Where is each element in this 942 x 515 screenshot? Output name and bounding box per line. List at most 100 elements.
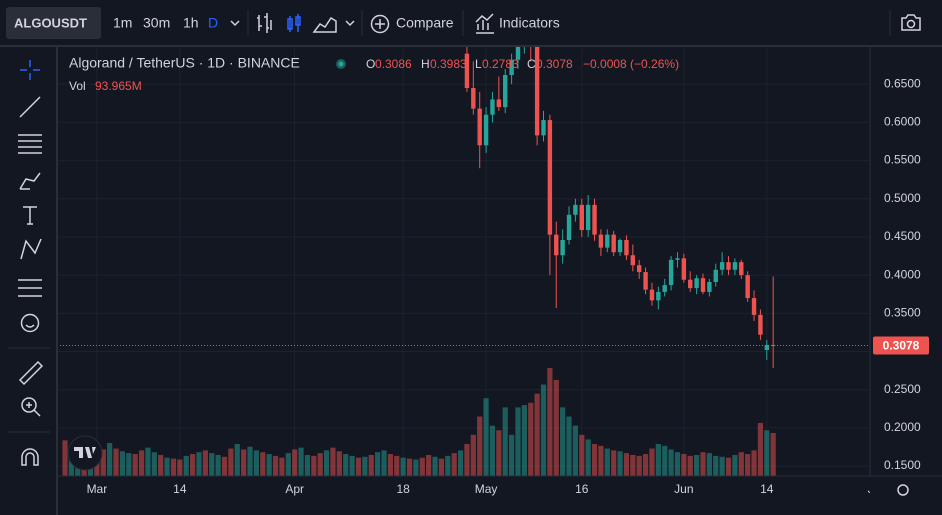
fib-tool[interactable] [18,134,42,154]
legend-open: 0.3086 [375,57,412,71]
volume-bar [719,456,725,476]
candle-body [637,265,642,273]
volume-bar [196,452,202,476]
volume-bar [598,445,604,476]
volume-bar [285,453,291,476]
compare-icon[interactable] [370,14,390,34]
interval[interactable]: 1m [113,15,132,31]
volume-bar [470,434,476,476]
volume-bar [745,454,751,476]
volume-bar [630,454,636,476]
volume-bar [170,458,177,476]
volume-bar [100,449,106,476]
volume-bar [158,454,164,476]
chevron[interactable] [230,20,240,27]
trendline-tool[interactable] [19,96,41,118]
candle-body [560,239,565,256]
candle-body [554,234,559,256]
zoom-tool[interactable] [21,397,37,413]
compare-button[interactable]: Compare [396,15,454,31]
brush-tool[interactable] [19,172,41,190]
volume-bar [368,454,374,476]
candle-body [624,239,629,256]
volume-bar [464,443,470,476]
volume-bar [355,457,362,476]
candle-body [630,255,636,266]
symbol[interactable]: ALGOUSDT [14,15,87,30]
y-tick-label: 0.5000 [884,191,921,205]
chevron[interactable] [345,20,355,27]
legend-low: 0.2783 [482,57,519,71]
area-icon[interactable] [312,16,337,33]
compare-icon-plus[interactable] [375,19,385,29]
y-tick-label: 0.4000 [884,267,921,281]
top-toolbar [0,0,942,46]
x-tick-label: May [475,482,498,496]
volume-bar [126,453,132,476]
volume-bar [515,407,521,476]
candle-body [719,262,725,270]
volume-bar [489,425,496,476]
volume-bar [209,453,215,476]
camera-lens [906,19,916,29]
volume-bar [406,458,413,476]
candle-body [700,278,706,292]
text-tool[interactable] [23,206,37,225]
indicators-button[interactable]: Indicators [499,15,560,31]
candles-icon[interactable] [287,14,301,32]
time-axis: Mar 14 Apr 18 May 16 Jun 14 Jul [87,482,870,496]
candle-body [707,282,712,292]
magnet-tool[interactable] [21,448,39,466]
interval-active[interactable]: D [208,15,218,31]
volume-legend-name: Vol [69,79,86,93]
interval[interactable]: 1h [183,15,199,31]
volume-bar [426,454,432,476]
legend-close: 0.3078 [536,57,573,71]
x-tick-label: 18 [396,482,410,496]
volume-bar [349,455,355,476]
volume-bar [317,453,323,476]
volume-bar [738,452,744,476]
volume-bar [642,454,649,476]
volume-bar [119,451,126,476]
candle-body [592,204,597,235]
icon-tool[interactable] [20,313,40,333]
interval[interactable]: 30m [143,15,170,31]
x-tick-label: Apr [285,482,304,496]
volume-bar [221,456,228,476]
volume-bar [304,454,311,476]
volume-bar [534,393,540,476]
crosshair-tool[interactable] [20,60,40,80]
candle-body [739,262,744,276]
ruler-tool[interactable] [18,360,44,386]
volume-bar [636,455,642,476]
candle-body [611,234,616,253]
volume-bar [662,445,668,476]
price-axis [870,47,942,515]
x-tick-label: Mar [87,482,108,496]
y-tick-label: 0.2000 [884,420,921,434]
y-tick-label: 0.4500 [884,229,921,243]
camera-icon[interactable] [901,14,921,31]
volume-bar [113,448,119,476]
x-tick-label: 16 [575,482,589,496]
bars-icon[interactable] [257,13,272,33]
y-tick-label: 0.6000 [884,115,921,129]
indicators-icon[interactable] [475,13,494,34]
volume-bar [732,454,738,476]
candle-body [643,272,648,290]
candle-body [656,291,661,301]
candle-body [547,120,553,235]
y-tick-label: 0.5500 [884,153,921,167]
logo[interactable] [67,435,103,471]
volume-bar [215,454,221,476]
icon-tool-smile [25,324,35,328]
volume-bar [183,455,189,476]
symbol-box[interactable] [6,7,101,39]
left-toolbar [0,47,56,515]
settings-icon[interactable] [897,484,909,496]
volume-bar [323,450,330,476]
candle-body [585,204,591,231]
prediction-tool[interactable] [18,279,42,297]
pattern-tool[interactable] [20,238,42,260]
